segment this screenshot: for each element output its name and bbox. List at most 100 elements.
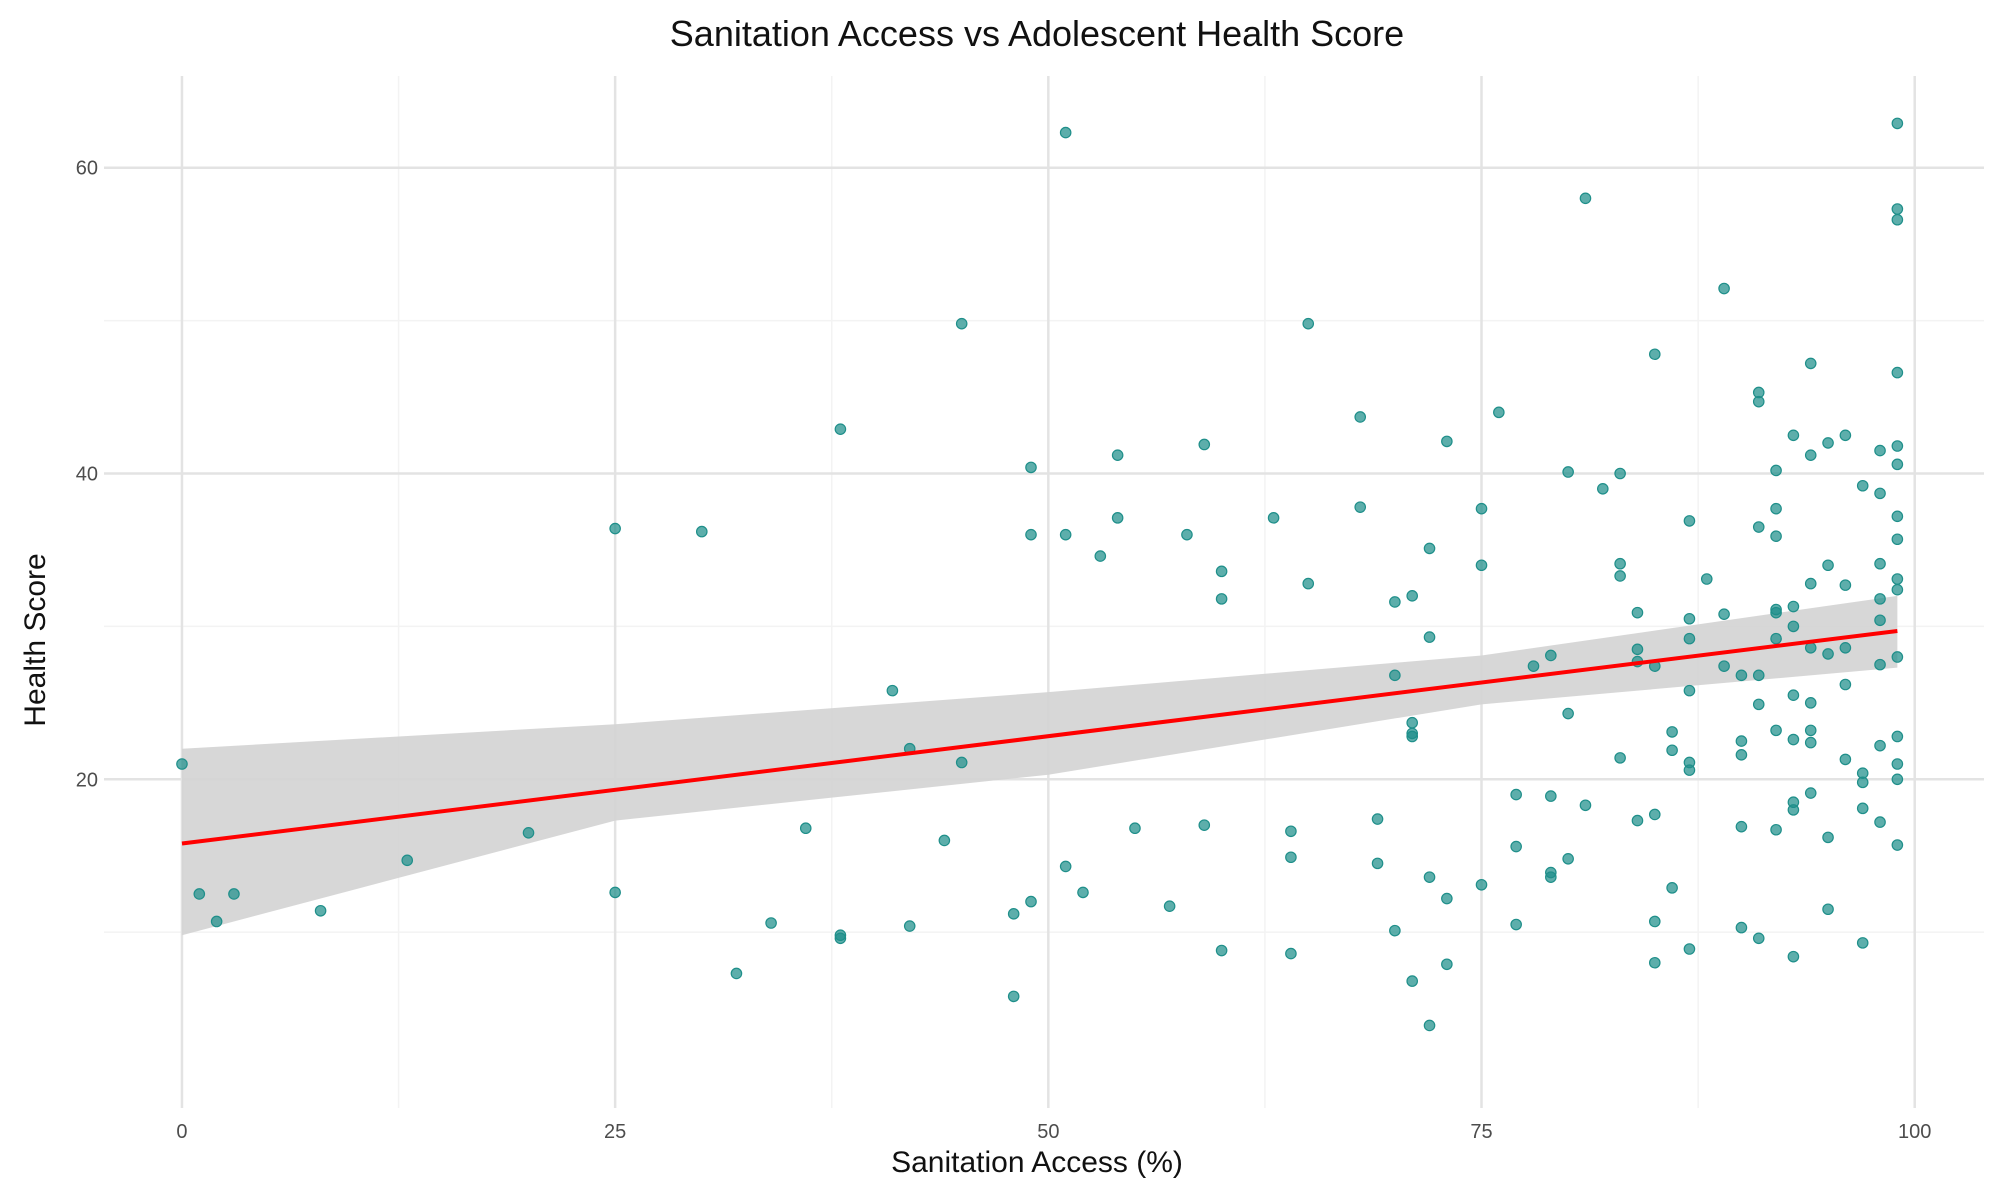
data-point [1891,730,1904,743]
data-point [1770,530,1782,542]
major-grid [104,76,1984,1108]
data-point [1406,590,1419,602]
data-point [1752,521,1765,533]
data-point [1545,790,1557,802]
data-point [1770,823,1782,836]
y-tick-label: 60 [76,158,98,180]
data-point [1059,860,1072,873]
data-point [1683,632,1696,645]
data-point [1406,716,1419,729]
data-point [1441,892,1453,905]
data-point [1475,878,1488,891]
data-point [1700,573,1713,585]
data-point [1891,758,1904,770]
data-point [1389,924,1401,937]
data-point [1822,559,1834,572]
data-point [1891,117,1904,130]
data-point [1285,947,1297,960]
data-point [1804,697,1817,709]
x-tick-label: 0 [176,1121,187,1143]
data-point [955,317,968,330]
data-point [1752,669,1765,682]
data-point [1874,739,1886,752]
data-point [1874,593,1886,605]
data-point [1510,918,1522,931]
data-point [1614,467,1626,480]
y-tick-label: 20 [76,769,98,791]
data-point [1007,990,1020,1003]
data-point [1666,726,1678,738]
data-point [1804,787,1817,799]
data-point [1804,357,1817,370]
data-point [522,826,535,839]
data-point [1891,651,1904,663]
data-point [1891,533,1904,546]
data-point [1631,814,1644,827]
data-point [1267,512,1280,524]
confidence-band-layer [181,595,1898,936]
data-point [1198,438,1211,451]
data-point [1718,608,1730,620]
data-point [938,834,951,847]
data-point [1423,542,1436,555]
data-point [1631,643,1644,656]
x-tick-label: 25 [604,1121,626,1143]
data-point [1839,579,1852,591]
data-point [1631,606,1644,619]
data-point [886,684,899,697]
data-point [1475,559,1488,572]
data-point [1614,570,1626,582]
data-point [1718,660,1730,672]
data-point [1111,449,1124,461]
data-point [1839,642,1852,654]
data-point [1839,429,1852,442]
data-point [210,915,223,928]
data-point [1354,501,1367,513]
data-point [1804,577,1817,590]
data-point [1787,620,1800,633]
data-point [1059,528,1072,541]
chart-title: Sanitation Access vs Adolescent Health S… [670,13,1404,54]
data-point [1441,958,1453,971]
data-point [1891,773,1904,786]
data-point [1406,730,1419,743]
data-point [1787,804,1800,816]
data-point [1302,577,1315,590]
data-point [1406,975,1419,987]
data-point [1562,466,1574,478]
data-point [1007,908,1020,920]
data-point [193,888,206,900]
data-point [1215,944,1228,957]
data-point [903,920,916,932]
data-point [1891,839,1904,851]
minor-grid [104,76,1984,1108]
data-point [1752,932,1765,945]
data-point [1735,749,1748,761]
confidence-band [181,595,1898,936]
data-point [1648,808,1661,821]
data-point [1683,943,1696,955]
data-point [1891,366,1904,379]
data-point [1856,776,1869,789]
data-point [1787,950,1800,963]
y-axis-title: Health Score [19,553,52,726]
data-point [1059,126,1072,139]
data-point [1856,479,1869,492]
data-point [1683,515,1696,527]
data-point [1111,512,1124,524]
data-point [228,888,240,900]
data-point [1787,733,1800,746]
data-point [1891,458,1904,471]
data-point [799,822,812,835]
data-point [1648,915,1661,928]
data-point [955,756,968,769]
data-point [1822,831,1834,844]
data-point [1735,735,1748,747]
data-point [401,854,414,867]
data-point [1770,606,1782,619]
data-point [1215,593,1228,605]
data-point [1285,851,1297,864]
data-point [1804,724,1817,737]
